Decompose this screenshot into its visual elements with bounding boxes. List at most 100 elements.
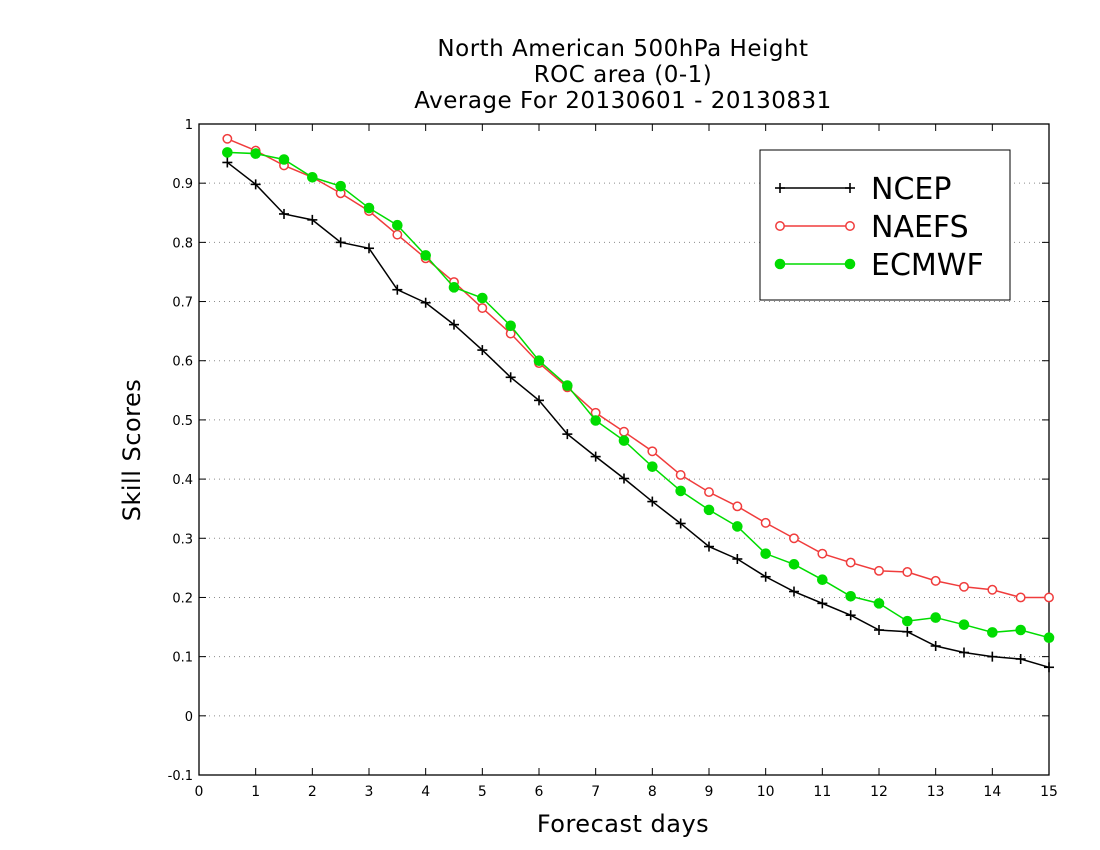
- data-point: [364, 203, 374, 213]
- legend-marker: [775, 259, 785, 269]
- x-tick-label: 2: [308, 784, 317, 800]
- y-tick-label: -0.1: [168, 769, 193, 784]
- y-tick-label: 0.1: [172, 651, 193, 666]
- data-point: [733, 522, 743, 532]
- legend-label: NCEP: [871, 172, 951, 207]
- y-tick-label: 0: [185, 710, 193, 725]
- data-point: [704, 505, 714, 515]
- x-tick-label: 10: [757, 784, 775, 800]
- data-point: [393, 220, 403, 230]
- data-point: [874, 625, 884, 635]
- data-point: [789, 587, 799, 597]
- x-tick-label: 0: [195, 784, 204, 800]
- data-point: [392, 285, 402, 295]
- x-tick-label: 1: [251, 784, 260, 800]
- data-point: [393, 230, 401, 238]
- data-point: [223, 135, 231, 143]
- data-point: [846, 558, 854, 566]
- y-tick-label: 0.4: [172, 473, 193, 488]
- data-point: [818, 549, 826, 557]
- plot-area-svg: -0.100.10.20.30.40.50.60.70.80.910 1 2 3 4 5 6…: [0, 0, 1100, 850]
- x-tick-label: 7: [591, 784, 600, 800]
- data-point: [761, 549, 771, 559]
- data-point: [648, 462, 658, 472]
- data-point: [478, 293, 488, 303]
- data-point: [1016, 593, 1024, 601]
- data-point: [478, 304, 486, 312]
- data-point: [506, 321, 516, 331]
- y-tick-label: 0.2: [172, 591, 193, 606]
- data-point: [790, 534, 798, 542]
- y-axis-label: Skill Scores: [118, 330, 146, 570]
- data-point: [591, 416, 601, 426]
- data-point: [1016, 625, 1026, 635]
- data-point: [875, 567, 883, 575]
- data-point: [959, 647, 969, 657]
- data-point: [988, 586, 996, 594]
- data-point: [987, 652, 997, 662]
- data-point: [1016, 654, 1026, 664]
- data-point: [733, 502, 741, 510]
- data-point: [931, 613, 941, 623]
- x-tick-label: 11: [813, 784, 831, 800]
- data-point: [563, 381, 573, 391]
- data-point: [846, 591, 856, 601]
- data-point: [874, 599, 884, 609]
- data-point: [988, 628, 998, 638]
- data-point: [902, 627, 912, 637]
- x-tick-label: 12: [870, 784, 888, 800]
- data-point: [960, 583, 968, 591]
- legend-marker: [846, 222, 854, 230]
- data-point: [648, 447, 656, 455]
- data-point: [449, 283, 459, 293]
- data-point: [223, 148, 233, 158]
- data-point: [534, 356, 544, 366]
- data-point: [817, 598, 827, 608]
- chart: North American 500hPa Height ROC area (0…: [0, 0, 1100, 850]
- data-point: [789, 560, 799, 570]
- x-tick-label: 8: [648, 784, 657, 800]
- data-point: [732, 554, 742, 564]
- y-tick-label: 0.8: [172, 236, 193, 251]
- x-tick-label: 3: [365, 784, 374, 800]
- x-tick-label: 9: [705, 784, 714, 800]
- data-point: [931, 641, 941, 651]
- data-point: [761, 519, 769, 527]
- data-point: [959, 620, 969, 630]
- data-point: [705, 488, 713, 496]
- data-point: [336, 181, 346, 191]
- data-point: [676, 486, 686, 496]
- legend-label: NAEFS: [871, 210, 969, 245]
- x-tick-label: 13: [927, 784, 945, 800]
- legend-label: ECMWF: [871, 248, 984, 283]
- legend-marker: [776, 222, 784, 230]
- x-axis-label: Forecast days: [0, 810, 1100, 838]
- x-tick-label: 6: [535, 784, 544, 800]
- data-point: [1044, 633, 1054, 643]
- data-point: [676, 471, 684, 479]
- y-tick-label: 0.5: [172, 414, 193, 429]
- data-point: [931, 577, 939, 585]
- x-tick-label: 5: [478, 784, 487, 800]
- data-point: [251, 149, 261, 159]
- data-point: [761, 572, 771, 582]
- y-tick-label: 0.6: [172, 355, 193, 370]
- data-point: [1045, 593, 1053, 601]
- legend-marker: [845, 259, 855, 269]
- data-point: [846, 610, 856, 620]
- data-point: [279, 155, 289, 165]
- data-point: [1044, 662, 1054, 672]
- y-tick-label: 0.3: [172, 532, 193, 547]
- data-point: [308, 172, 318, 182]
- data-point: [620, 428, 628, 436]
- x-tick-label: 4: [421, 784, 430, 800]
- data-point: [903, 568, 911, 576]
- data-point: [903, 616, 913, 626]
- x-tick-label: 14: [983, 784, 1001, 800]
- data-point: [818, 575, 828, 585]
- data-point: [364, 243, 374, 253]
- y-tick-label: 1: [185, 118, 193, 133]
- y-tick-label: 0.9: [172, 177, 193, 192]
- x-tick-label: 15: [1040, 784, 1058, 800]
